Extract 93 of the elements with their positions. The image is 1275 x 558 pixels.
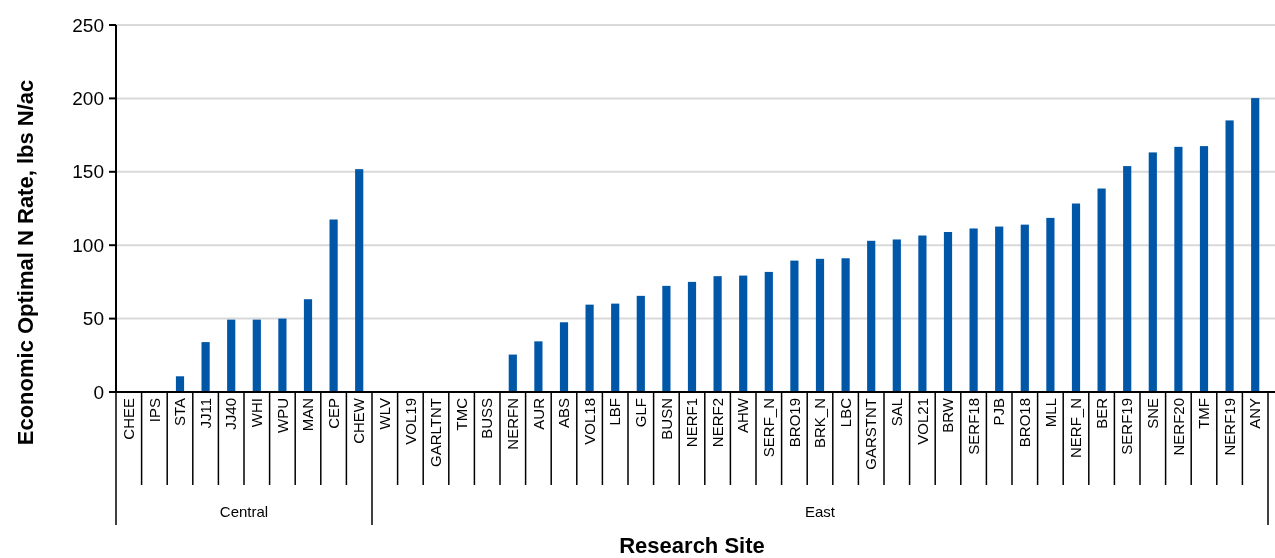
x-tick-label: VOL19	[401, 398, 419, 445]
x-tick-label: JJ40	[222, 398, 240, 430]
x-tick-label: ANY	[1246, 398, 1264, 429]
x-tick-label: NERF20	[1169, 398, 1187, 456]
bar	[1199, 146, 1209, 392]
x-tick-label: TMC	[452, 397, 470, 431]
x-tick-label: AUR	[529, 397, 547, 430]
x-tick-label: TMF	[1195, 398, 1213, 429]
bar	[636, 295, 645, 392]
bar	[201, 342, 210, 392]
bar	[1123, 166, 1132, 392]
text: Central	[219, 503, 269, 520]
y-tick-label: 50	[82, 308, 104, 330]
x-tick-label: NERFN	[504, 398, 522, 450]
bar	[867, 240, 876, 392]
x-tick-label: BER	[1092, 397, 1110, 429]
x-tick-label: NERF2	[708, 398, 726, 448]
x-tick-label: VOL18	[580, 398, 598, 445]
y-tick-label: 100	[72, 234, 104, 256]
x-tick-label: ABS	[555, 398, 573, 429]
bar	[585, 304, 594, 392]
bar	[278, 318, 287, 392]
x-tick-label: SERF19	[1118, 398, 1136, 455]
x-tick-label: BRO18	[1016, 398, 1034, 448]
x-tick-label: BRW	[939, 397, 957, 433]
bar	[252, 319, 261, 392]
x-tick-label: BRK_N	[811, 398, 829, 449]
y-tick-label: 250	[72, 14, 104, 36]
bar	[841, 258, 850, 392]
bar	[227, 319, 236, 392]
bar	[1174, 146, 1183, 392]
x-tick-label: JJ11	[196, 398, 214, 429]
bar	[559, 322, 569, 392]
x-tick-label: CHEE	[120, 398, 138, 440]
bar	[918, 235, 927, 392]
bar	[534, 341, 543, 392]
bar	[995, 226, 1004, 392]
y-tick-label: 0	[93, 381, 104, 403]
bar	[355, 169, 364, 392]
x-tick-label: NERF_N	[1067, 398, 1085, 459]
bar	[1046, 217, 1055, 392]
bar	[713, 276, 722, 392]
bar	[175, 376, 185, 392]
x-tick-label: LBC	[836, 397, 854, 428]
x-tick-label: WHI	[248, 398, 266, 428]
x-tick-label: SAL	[888, 398, 906, 427]
x-tick-label: SNE	[1144, 398, 1162, 429]
x-tick-label: NERF1	[683, 398, 701, 448]
x-tick-label: CEP	[324, 398, 342, 429]
bar	[1097, 188, 1106, 392]
x-tick-label: LBF	[606, 398, 624, 426]
bar	[943, 231, 953, 392]
y-tick-label: 200	[72, 88, 104, 110]
x-tick-label: AHW	[734, 397, 752, 433]
x-tick-label: WLV	[376, 398, 394, 430]
x-tick-label: BRO19	[785, 398, 803, 448]
x-axis-title: Research Site	[619, 533, 765, 558]
bar	[1020, 224, 1029, 392]
bar	[815, 258, 825, 392]
text: East	[804, 503, 836, 520]
x-tick-label: GARLTNT	[427, 398, 445, 467]
x-tick-label: VOL21	[913, 398, 931, 445]
x-tick-label: BUSN	[657, 398, 675, 440]
x-tick-label: CHEW	[350, 397, 368, 444]
bar	[1225, 120, 1234, 392]
bar	[662, 285, 671, 392]
bar	[764, 271, 773, 392]
x-tick-label: SERF18	[964, 398, 982, 455]
x-tick-label: NERF19	[1220, 398, 1238, 456]
x-tick-label: PJB	[990, 398, 1008, 426]
x-tick-label: BUSS	[478, 398, 496, 439]
bar	[329, 219, 338, 392]
y-axis-title: Economic Optimal N Rate, lbs N/ac	[13, 79, 38, 446]
y-tick-label: 150	[72, 161, 104, 183]
bar	[1148, 152, 1157, 392]
bar	[1071, 203, 1081, 392]
bar	[611, 303, 620, 392]
x-tick-label: GLF	[632, 398, 650, 428]
bar	[790, 260, 799, 392]
x-tick-label: SERF_N	[760, 398, 778, 458]
bar	[687, 281, 697, 392]
bar	[303, 299, 313, 392]
x-tick-label: GARSTNT	[862, 398, 880, 470]
bar	[892, 239, 901, 392]
x-tick-label: IPS	[145, 398, 163, 423]
x-tick-label: WPU	[273, 398, 291, 433]
x-tick-label: STA	[171, 398, 189, 427]
x-tick-label: MLL	[1041, 398, 1059, 428]
bar	[969, 228, 978, 392]
x-tick-label: MAN	[299, 398, 317, 432]
bar	[508, 354, 517, 392]
bar	[1251, 98, 1260, 392]
bar	[739, 275, 748, 392]
